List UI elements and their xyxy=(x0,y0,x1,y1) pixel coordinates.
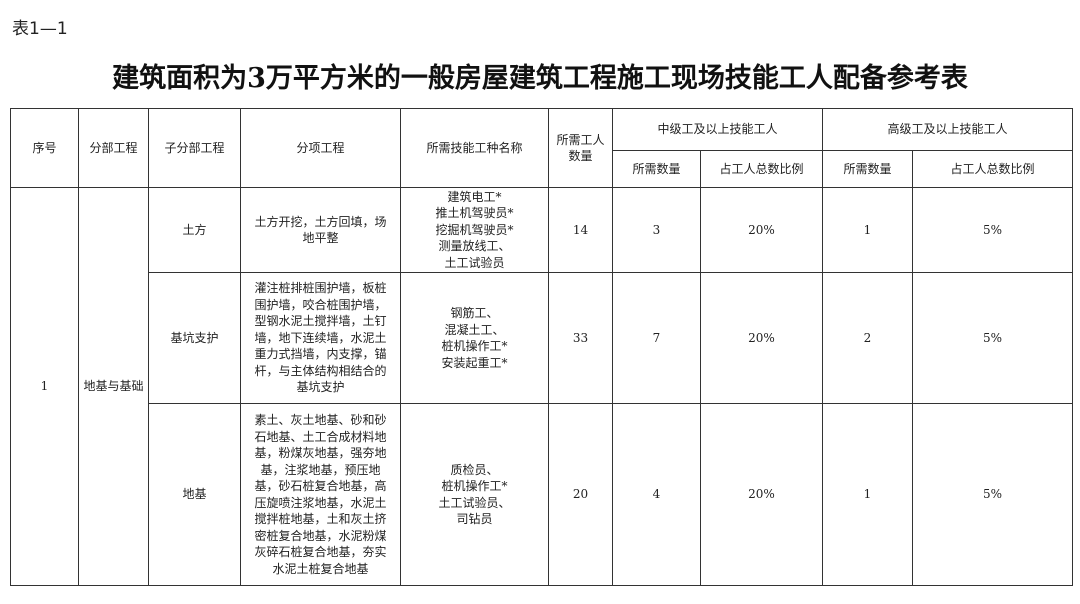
cell-mid-count: 4 xyxy=(612,403,701,586)
cell-division: 地基与基础 xyxy=(78,187,149,586)
table-row: 1 地基与基础 土方 土方开挖，土方回填，场 地平整 建筑电工* 推土机驾驶员*… xyxy=(10,187,1073,586)
cell-trades: 质检员、 桩机操作工* 土工试验员、 司钻员 xyxy=(400,403,549,586)
table-row: 地基 素土、灰土地基、砂和砂 石地基、土工合成材料地 基，粉煤灰地基，强夯地 基… xyxy=(11,403,1073,586)
cell-item: 素土、灰土地基、砂和砂 石地基、土工合成材料地 基，粉煤灰地基，强夯地 基，注浆… xyxy=(240,403,401,586)
header-high-group: 高级工及以上技能工人 xyxy=(822,108,1073,151)
cell-subdivision: 基坑支护 xyxy=(148,272,241,404)
page-title: 建筑面积为3万平方米的一般房屋建筑工程施工现场技能工人配备参考表 xyxy=(112,63,968,94)
header-trades: 所需技能工种名称 xyxy=(400,108,549,188)
cell-mid-ratio: 20% xyxy=(700,187,823,273)
table-label: 表1—1 xyxy=(12,19,68,39)
cell-high-ratio: 5% xyxy=(912,187,1073,273)
cell-mid-ratio: 20% xyxy=(700,272,823,404)
cell-trades: 建筑电工* 推土机驾驶员* 挖掘机驾驶员* 测量放线工、 土工试验员 xyxy=(400,187,549,273)
header-mid-group: 中级工及以上技能工人 xyxy=(612,108,823,151)
header-subdivision: 子分部工程 xyxy=(148,108,241,188)
cell-seq: 1 xyxy=(10,187,79,586)
cell-mid-count: 3 xyxy=(612,187,701,273)
cell-item: 土方开挖，土方回填，场 地平整 xyxy=(240,187,401,273)
cell-high-ratio: 5% xyxy=(912,272,1073,404)
header-item: 分项工程 xyxy=(240,108,401,188)
header-mid-count: 所需数量 xyxy=(612,150,701,188)
cell-high-count: 1 xyxy=(822,187,913,273)
cell-workers: 33 xyxy=(548,272,613,404)
cell-high-count: 2 xyxy=(822,272,913,404)
staffing-table: 序号 分部工程 子分部工程 分项工程 所需技能工种名称 所需工人 数量 中级工及… xyxy=(10,108,1073,586)
table-row: 基坑支护 灌注桩排桩围护墙，板桩 围护墙，咬合桩围护墙， 型钢水泥土搅拌墙，土钉… xyxy=(11,272,1073,404)
cell-subdivision: 地基 xyxy=(148,403,241,586)
cell-mid-count: 7 xyxy=(612,272,701,404)
cell-high-ratio: 5% xyxy=(912,403,1073,586)
cell-subdivision: 土方 xyxy=(148,187,241,273)
header-mid-ratio: 占工人总数比例 xyxy=(700,150,823,188)
header-high-count: 所需数量 xyxy=(822,150,913,188)
header-seq: 序号 xyxy=(10,108,79,188)
cell-workers: 14 xyxy=(548,187,613,273)
cell-mid-ratio: 20% xyxy=(700,403,823,586)
header-division: 分部工程 xyxy=(78,108,149,188)
cell-item: 灌注桩排桩围护墙，板桩 围护墙，咬合桩围护墙， 型钢水泥土搅拌墙，土钉 墙，地下… xyxy=(240,272,401,404)
cell-high-count: 1 xyxy=(822,403,913,586)
header-workers: 所需工人 数量 xyxy=(548,108,613,188)
header-high-ratio: 占工人总数比例 xyxy=(912,150,1073,188)
cell-trades: 钢筋工、 混凝土工、 桩机操作工* 安装起重工* xyxy=(400,272,549,404)
cell-workers: 20 xyxy=(548,403,613,586)
